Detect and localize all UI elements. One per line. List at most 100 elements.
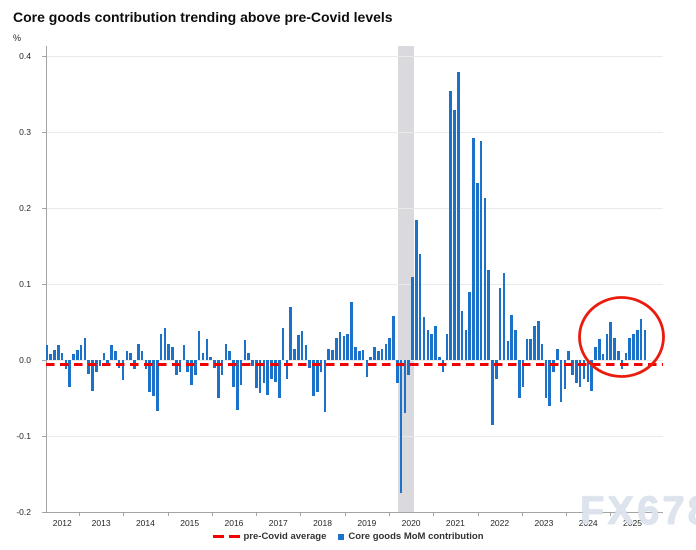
x-tick-mark [256,512,258,517]
y-gridline [45,360,663,362]
bar [91,360,94,391]
bar [102,352,106,361]
bar [258,360,262,393]
bar [331,350,334,361]
bar [605,333,609,361]
bar [548,360,551,406]
bar [449,90,452,361]
dashed-line-icon [212,534,240,539]
bar [533,326,536,361]
bar [453,109,456,361]
bar [502,272,506,361]
bar [274,360,277,382]
bar [350,301,353,361]
bar [342,335,346,361]
bar [609,322,612,361]
bar [472,137,475,361]
x-tick-mark [123,512,125,517]
bar [277,360,281,398]
bar [506,341,510,361]
bar [266,360,270,396]
x-year-label: 2023 [534,518,554,529]
x-year-label: 2020 [401,518,421,529]
x-tick-mark [654,512,656,517]
bar-swatch-icon [338,533,345,540]
y-tick-mark [41,132,46,134]
bar [270,360,273,380]
bar [56,345,60,361]
bar [418,253,422,361]
y-axis-unit-label: % [13,33,22,43]
bar [571,360,574,376]
bar [361,349,365,361]
bar [243,339,247,361]
bar [373,346,376,361]
bar [232,360,235,387]
bar [209,356,212,361]
bar [613,337,616,361]
bar [281,328,285,361]
bar [178,360,182,372]
bar [376,351,380,361]
bar [53,349,56,361]
bar [319,360,323,372]
bar [617,351,620,361]
legend-label: pre-Covid average [243,531,327,542]
x-year-label: 2025 [623,518,642,529]
bar [365,360,369,378]
bar [407,360,411,376]
bar [167,343,170,361]
bar [95,360,98,372]
x-tick-mark [521,512,523,517]
bar [563,360,567,390]
bar [415,219,418,361]
x-tick-mark [79,512,80,517]
bar [228,351,231,361]
bar [464,329,468,361]
bar [262,360,266,384]
bar [129,352,132,361]
x-year-label: 2012 [52,518,72,529]
y-gridline [45,132,663,134]
bar [152,360,155,397]
y-tick-label: 0.2 [19,203,31,214]
x-year-label: 2018 [313,518,332,529]
bar [384,343,388,361]
x-year-label: 2019 [357,518,377,529]
bar [289,307,292,361]
bar [468,291,471,361]
bar [380,348,384,361]
bar [441,360,445,372]
x-tick-mark [167,512,169,517]
bar [79,345,83,361]
bar [498,288,502,361]
bar [323,360,327,412]
bar [296,335,300,361]
x-year-label: 2016 [224,518,244,529]
bar [201,352,205,361]
bar [403,360,407,414]
bar [357,351,361,361]
x-year-label: 2014 [135,518,155,529]
bar [75,349,79,361]
bar [300,331,304,361]
x-year-label: 2021 [445,518,465,529]
bar [155,360,159,412]
bar [247,352,251,361]
bar [224,343,228,361]
bar [495,360,498,380]
bar [491,360,494,425]
bar [456,71,460,361]
bar [45,345,49,361]
bar [632,333,635,361]
x-year-label: 2024 [578,518,598,529]
y-tick-mark [41,436,46,438]
bar [517,360,521,399]
bar [510,314,513,361]
bar [163,328,167,361]
chart-title: Core goods contribution trending above p… [13,9,393,25]
y-tick-mark [41,284,46,286]
bar [197,331,201,361]
x-tick-mark [433,512,435,517]
bar [567,351,571,361]
